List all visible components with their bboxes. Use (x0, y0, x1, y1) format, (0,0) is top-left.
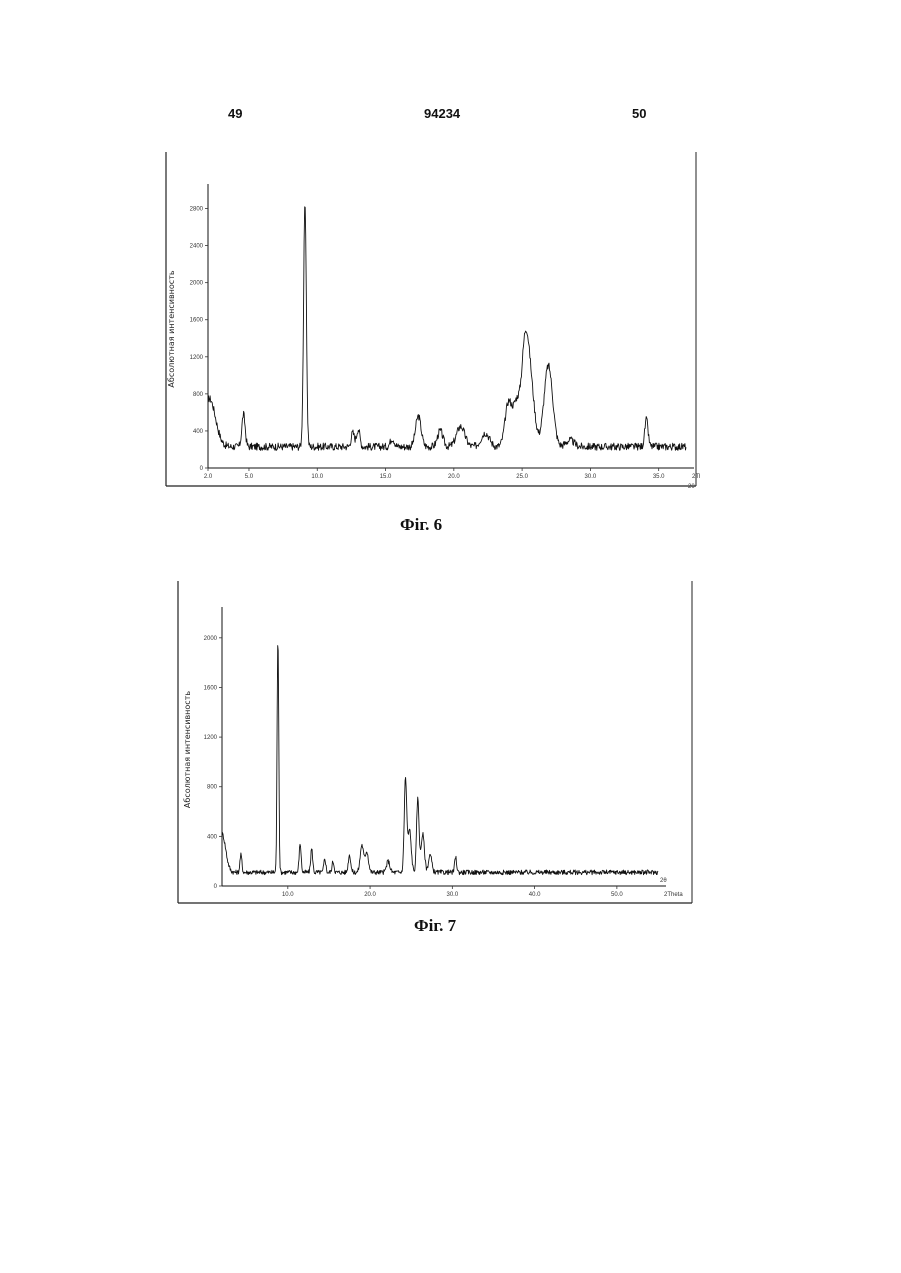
x-unit-label: 2Theta (692, 474, 700, 480)
y-tick-label: 2800 (190, 207, 204, 213)
x-tick-label: 5.0 (245, 474, 254, 480)
xrd-chart-fig7: 0 400 800 1200 1600 2000 10.0 20.0 30.0 40.0 50.0 2… (170, 575, 700, 910)
y-tick-label: 0 (200, 466, 204, 472)
figure-7: 0 400 800 1200 1600 2000 10.0 20.0 30.0 40.0 50.0 2… (170, 575, 700, 910)
patent-number: 94234 (424, 106, 460, 121)
y-tick-label: 400 (193, 429, 204, 435)
y-tick-label: 2000 (204, 636, 218, 642)
x-tick-label: 40.0 (529, 892, 541, 898)
x-tick-label: 30.0 (446, 892, 458, 898)
x-tick-label: 10.0 (311, 474, 323, 480)
figure-frame (178, 581, 692, 903)
figure-6: 0 400 800 1200 1600 2000 2400 2800 2.0 5.0 10.0 15.… (160, 150, 700, 495)
y-tick-label: 800 (207, 785, 218, 791)
x-tick-label: 15.0 (380, 474, 392, 480)
y-tick-label: 1200 (204, 735, 218, 741)
y-tick-label: 1200 (190, 355, 204, 361)
y-axis-label: Абсолютная интенсивность (183, 691, 192, 808)
x-tick-label: 20.0 (364, 892, 376, 898)
y-tick-label: 800 (193, 392, 204, 398)
x-axis-label: 2θ (688, 484, 695, 490)
x-tick-label: 25.0 (516, 474, 528, 480)
x-tick-label: 50.0 (611, 892, 623, 898)
x-tick-label: 30.0 (585, 474, 597, 480)
page-number-right: 50 (632, 106, 646, 121)
diffraction-trace (222, 646, 658, 875)
y-tick-label: 2400 (190, 244, 204, 250)
page-number-left: 49 (228, 106, 242, 121)
y-tick-label: 2000 (190, 281, 204, 287)
x-tick-label: 20.0 (448, 474, 460, 480)
x-unit-label: 2Theta (664, 892, 683, 898)
x-tick-label: 10.0 (282, 892, 294, 898)
xrd-chart-fig6: 0 400 800 1200 1600 2000 2400 2800 2.0 5.0 10.0 15.… (160, 150, 700, 495)
y-axis-label: Абсолютная интенсивность (167, 270, 176, 387)
x-tick-label: 2.0 (204, 474, 213, 480)
y-tick-label: 0 (214, 884, 218, 890)
figure-6-caption: Фіг. 6 (400, 515, 442, 535)
y-tick-label: 1600 (190, 318, 204, 324)
diffraction-trace (208, 207, 686, 451)
figure-7-caption: Фіг. 7 (414, 916, 456, 936)
y-tick-label: 1600 (204, 685, 218, 691)
y-tick-label: 400 (207, 834, 218, 840)
x-axis-label: 2θ (660, 878, 667, 884)
x-tick-label: 35.0 (653, 474, 665, 480)
